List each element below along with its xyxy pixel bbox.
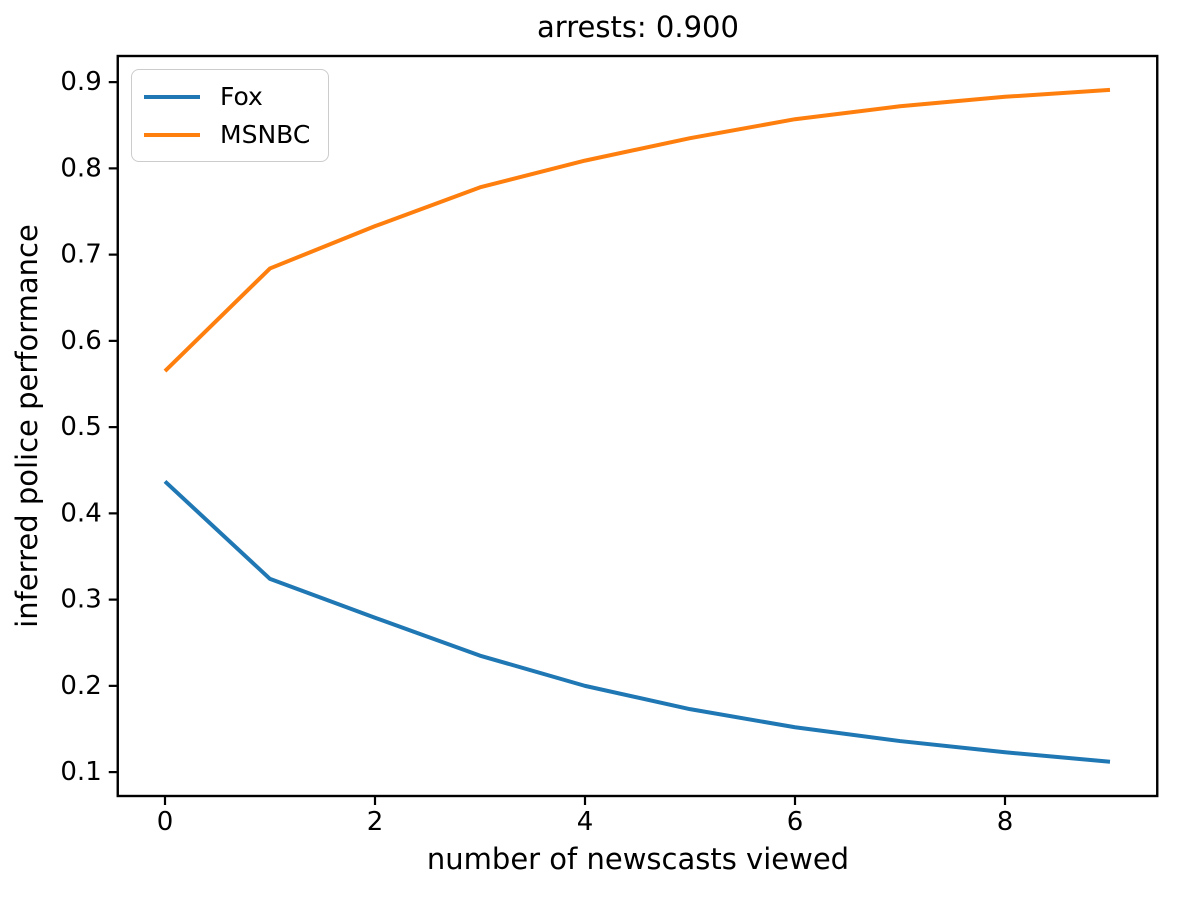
y-tick-label: 0.3 <box>60 585 101 615</box>
y-tick-label: 0.4 <box>60 498 101 528</box>
plot-ticks-group: 0 2 4 6 8 0.1 0.2 0.3 0.4 0.5 0.6 0.7 0.8 0.9 <box>60 67 1013 837</box>
y-tick-label: 0.8 <box>60 153 101 183</box>
plot-series-group <box>163 87 1111 764</box>
x-tick-label: 4 <box>577 807 594 837</box>
y-tick-label: 0.7 <box>60 240 101 270</box>
x-tick-label: 8 <box>997 807 1014 837</box>
chart-title: arrests: 0.900 <box>537 10 739 44</box>
y-tick-label: 0.2 <box>60 671 101 701</box>
y-tick-label: 0.9 <box>60 67 101 97</box>
msnbc-line <box>163 87 1111 373</box>
y-tick-label: 0.1 <box>60 757 101 787</box>
y-tick-label: 0.6 <box>60 326 101 356</box>
x-tick-label: 6 <box>787 807 804 837</box>
legend-item-msnbc: MSNBC <box>144 118 310 151</box>
y-tick-label: 0.5 <box>60 412 101 442</box>
axes-spines <box>116 54 1159 798</box>
x-tick-label: 0 <box>157 807 174 837</box>
x-tick-label: 2 <box>367 807 384 837</box>
legend-item-fox: Fox <box>144 80 310 113</box>
legend-line-sample-msnbc <box>144 132 200 137</box>
legend-line-sample-fox <box>144 94 200 99</box>
legend: Fox MSNBC <box>131 69 330 162</box>
fox-line <box>163 479 1111 764</box>
x-axis-label: number of newscasts viewed <box>426 842 850 876</box>
legend-label-fox: Fox <box>220 82 263 111</box>
legend-label-msnbc: MSNBC <box>220 120 311 149</box>
y-axis-label-text: inferred police performance <box>10 224 44 628</box>
